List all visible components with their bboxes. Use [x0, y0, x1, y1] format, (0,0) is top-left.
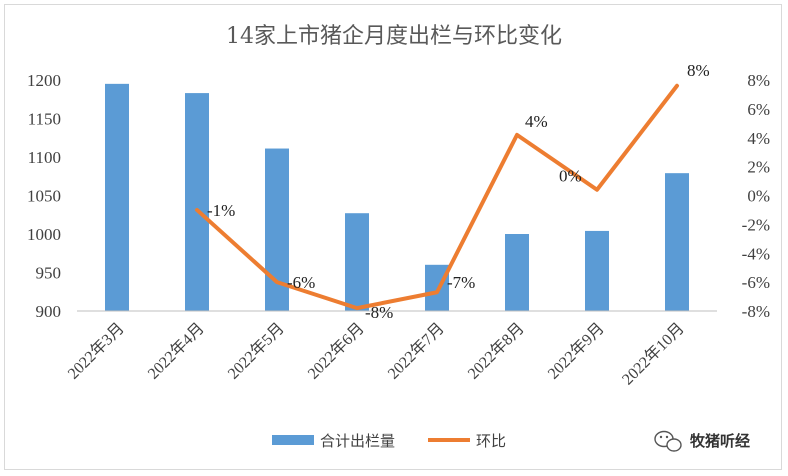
line-data-label: -8% [365, 303, 393, 322]
y-left-tick-label: 900 [36, 302, 62, 321]
y-right-tick-label: 4% [747, 129, 770, 148]
y-right-tick-label: -4% [742, 244, 770, 263]
x-tick-label: 2022年5月 [224, 319, 288, 383]
y-left-tick-label: 950 [36, 264, 62, 283]
line-data-label: -1% [207, 201, 235, 220]
x-tick-label: 2022年7月 [384, 319, 448, 383]
legend-bar-swatch [272, 435, 314, 445]
y-right-tick-label: 2% [747, 158, 770, 177]
y-left-tick-label: 1150 [28, 110, 61, 129]
bar-2 [185, 93, 209, 311]
legend-line-label: 环比 [476, 432, 506, 450]
bar-4 [345, 213, 369, 311]
line-data-label: -7% [447, 273, 475, 292]
x-tick-label: 2022年3月 [64, 319, 128, 383]
bar-6 [505, 234, 529, 311]
x-tick-label: 2022年8月 [464, 319, 528, 383]
line-data-label: 4% [525, 112, 548, 131]
line-data-label: -6% [287, 273, 315, 292]
line-series-group [195, 83, 679, 311]
y-left-tick-label: 1000 [27, 225, 61, 244]
watermark: 牧猪听经 [654, 430, 750, 452]
y-right-tick-label: -8% [742, 302, 770, 321]
line-data-label: 0% [559, 167, 582, 186]
legend: 合计出栏量 环比 [272, 432, 506, 450]
x-tick-label: 2022年4月 [144, 319, 208, 383]
bar-series-group [105, 83, 689, 311]
bar-7 [585, 230, 609, 311]
wechat-icon [654, 430, 682, 452]
chart-title: 14家上市猪企月度出栏与环比变化 [226, 24, 562, 49]
y-right-tick-label: 6% [747, 100, 770, 119]
watermark-text: 牧猪听经 [690, 432, 750, 450]
y-right-tick-label: -6% [742, 273, 770, 292]
x-tick-label: 2022年10月 [619, 319, 688, 388]
y-left-tick-label: 1100 [28, 148, 61, 167]
y-left-tick-label: 1050 [27, 187, 61, 206]
line-data-label: 8% [687, 61, 710, 80]
bar-1 [105, 83, 129, 311]
y-right-tick-label: 8% [747, 71, 770, 90]
axes-group: 900 950 1000 1050 1100 1150 1200 -8% -6% -4% -2% 0%… [27, 71, 770, 388]
chart-frame [4, 4, 782, 470]
y-right-tick-label: -2% [742, 215, 770, 234]
x-tick-label: 2022年9月 [544, 319, 608, 383]
legend-bar-label: 合计出栏量 [320, 432, 395, 450]
bar-8 [665, 173, 689, 311]
data-labels-group: -1% -6% -8% -7% 4% 0% 8% [207, 61, 710, 322]
x-tick-label: 2022年6月 [304, 319, 368, 383]
y-right-tick-label: 0% [747, 187, 770, 206]
y-left-tick-label: 1200 [27, 71, 61, 90]
